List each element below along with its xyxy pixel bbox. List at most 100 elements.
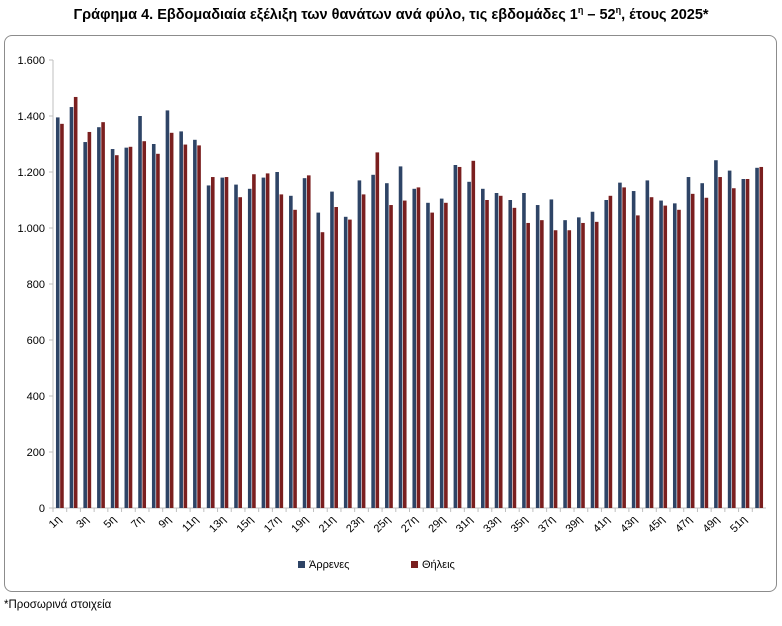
bar-women: [361, 194, 366, 508]
x-tick-label: 7η: [129, 514, 146, 531]
bar-men: [522, 193, 526, 508]
bar-men: [481, 188, 485, 509]
x-tick-label: 3η: [74, 514, 91, 531]
bar-women: [581, 222, 585, 508]
x-tick-label: 35η: [509, 514, 530, 535]
bar-women: [402, 200, 407, 508]
bar-men: [741, 179, 746, 508]
bar-men: [549, 199, 554, 508]
bar-women: [210, 177, 215, 509]
bar-men: [714, 160, 718, 508]
bar-women: [636, 215, 640, 508]
x-tick-label: 1η: [47, 514, 64, 531]
bar-men: [261, 177, 266, 508]
y-tick-label: 400: [27, 391, 45, 403]
bar-women: [334, 207, 338, 508]
bar-men: [631, 191, 636, 509]
bar-men: [645, 180, 650, 508]
chart-area: 0 200 400 600 800 1.000 1.200 1.400 1.600 1η 3η 5η 7…: [4, 35, 777, 592]
bar-women: [690, 193, 695, 508]
bar-men: [234, 184, 238, 508]
bar-women: [444, 202, 448, 509]
bar-men: [576, 217, 581, 509]
bar-women: [128, 146, 133, 509]
bar-women: [293, 209, 297, 509]
bar-women: [430, 212, 434, 508]
y-tick-label: 1.000: [17, 223, 45, 235]
x-tick-label: 47η: [673, 514, 694, 535]
bar-women: [197, 145, 201, 508]
bar-men: [275, 172, 279, 508]
bar-men: [330, 191, 334, 508]
bar-men: [124, 147, 129, 508]
chart-title: Γράφημα 4. Εβδομαδιαία εξέλιξη των θανάτ…: [73, 5, 709, 23]
legend-women-label: Θήλεις: [422, 559, 455, 571]
bar-men: [426, 202, 430, 509]
x-tick-label: 11η: [180, 514, 201, 535]
x-tick-label: 17η: [262, 514, 283, 535]
footnote: *Προσωρινά στοιχεία: [4, 599, 112, 611]
bar-women: [169, 132, 174, 509]
bar-women: [732, 188, 736, 509]
bar-women: [471, 160, 476, 509]
y-tick-label: 1.200: [17, 167, 45, 179]
x-tick-label: 43η: [618, 514, 639, 535]
bar-men: [69, 107, 74, 508]
x-tick-label: 27η: [399, 514, 420, 535]
bar-women: [745, 179, 750, 508]
legend-men-label: Άρρενες: [309, 559, 349, 571]
bar-women: [718, 177, 722, 509]
bar-men: [412, 188, 417, 509]
bar-men: [727, 170, 732, 508]
bar-men: [590, 211, 595, 508]
bar-women: [663, 205, 668, 508]
bar-men: [398, 166, 403, 508]
bar-women: [540, 220, 544, 508]
bar-women: [142, 141, 147, 508]
bar-women: [375, 152, 380, 508]
y-tick-label: 600: [27, 335, 45, 347]
bar-chart: 0 200 400 600 800 1.000 1.200 1.400 1.600 1η 3η 5η 7…: [17, 55, 766, 571]
bar-men: [755, 167, 759, 509]
bar-women: [567, 230, 572, 509]
bar-women: [553, 230, 558, 509]
bar-men: [439, 198, 444, 508]
bar-women: [238, 197, 243, 508]
bar-men: [508, 200, 513, 508]
y-tick-label: 1.600: [17, 55, 45, 67]
y-tick-label: 800: [27, 279, 45, 291]
bar-men: [179, 131, 183, 508]
legend-women-swatch: [411, 561, 418, 568]
bar-women: [649, 197, 654, 508]
bar-women: [306, 175, 311, 509]
bar-women: [348, 219, 352, 508]
bar-men: [302, 178, 307, 508]
x-tick-label: 49η: [701, 514, 722, 535]
x-tick-label: 29η: [426, 514, 447, 535]
y-tick-label: 0: [39, 503, 45, 515]
bar-men: [83, 142, 87, 508]
x-tick-label: 15η: [234, 514, 255, 535]
bar-men: [151, 144, 156, 508]
bar-women: [389, 205, 393, 509]
bar-women: [594, 221, 599, 508]
bar-men: [618, 182, 622, 508]
bar-women: [279, 194, 284, 508]
bar-men: [535, 205, 540, 509]
bar-women: [608, 195, 613, 509]
x-tick-label: 31η: [454, 514, 475, 535]
bar-men: [357, 180, 362, 508]
bar-women: [87, 131, 92, 508]
bar-women: [115, 155, 119, 508]
bar-men: [138, 116, 142, 508]
bar-women: [485, 200, 489, 508]
x-tick-label: 21η: [317, 514, 338, 535]
y-tick-label: 1.400: [17, 111, 45, 123]
bar-men: [316, 212, 321, 508]
bar-men: [343, 216, 348, 509]
bar-men: [55, 117, 60, 509]
bar-men: [672, 203, 677, 509]
bar-men: [289, 195, 293, 509]
bar-women: [622, 187, 626, 508]
bar-women: [101, 122, 105, 508]
